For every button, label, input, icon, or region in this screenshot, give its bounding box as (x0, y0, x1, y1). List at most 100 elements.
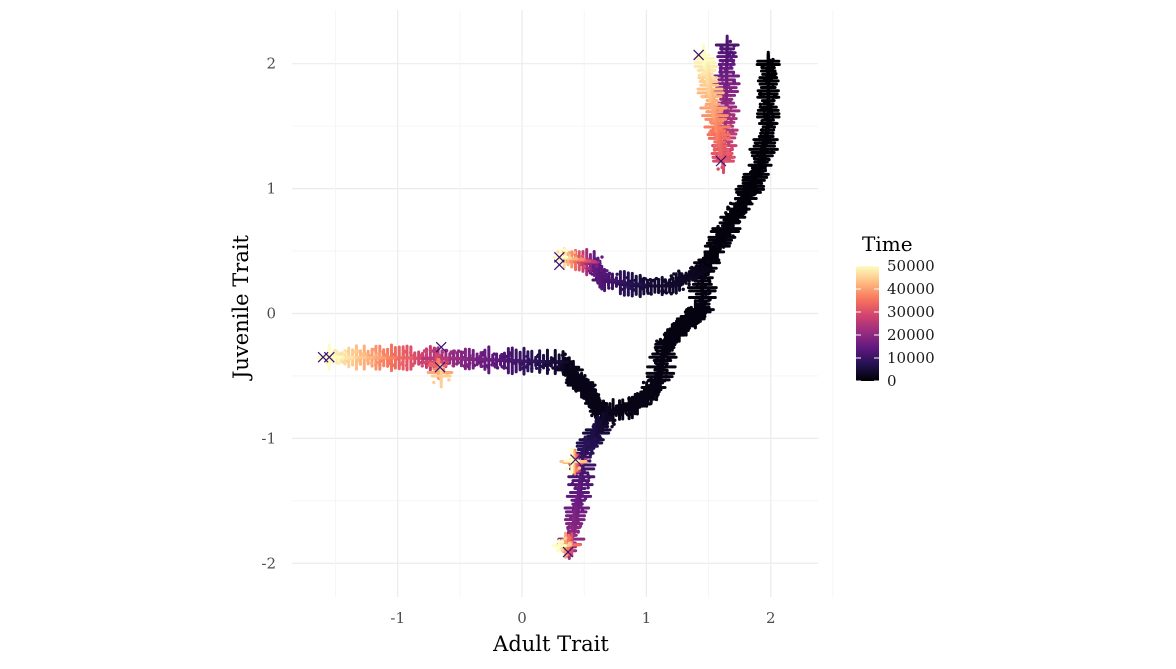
data-point (572, 250, 577, 255)
colorbar-label: 10000 (887, 349, 935, 367)
data-point (716, 237, 721, 241)
data-point (674, 331, 679, 336)
data-point (569, 365, 573, 370)
data-point (576, 529, 580, 533)
data-point (664, 374, 668, 379)
data-point (709, 62, 713, 66)
data-point (437, 353, 441, 358)
data-point (337, 361, 341, 366)
data-point (723, 83, 727, 88)
data-point (691, 316, 695, 321)
data-point (353, 350, 357, 354)
data-point (401, 353, 405, 358)
colorbar (856, 266, 879, 381)
data-point (598, 420, 603, 424)
data-point (708, 131, 712, 135)
data-point (709, 104, 713, 109)
data-point (732, 80, 737, 84)
data-point (713, 107, 718, 111)
data-point (586, 475, 590, 479)
data-point (764, 113, 768, 118)
data-point (465, 363, 470, 367)
data-point (480, 364, 484, 369)
data-point (440, 350, 445, 354)
grid (292, 10, 834, 597)
data-point (615, 272, 619, 277)
data-point (586, 442, 590, 446)
data-point (681, 325, 685, 330)
data-point (708, 279, 712, 284)
data-point (384, 353, 389, 357)
data-point (594, 415, 598, 420)
data-point (612, 422, 616, 426)
data-point (658, 379, 662, 383)
data-point (567, 554, 571, 559)
data-point (400, 360, 405, 365)
data-point (743, 195, 747, 199)
data-point (582, 469, 586, 473)
data-point (361, 352, 366, 356)
data-point (693, 311, 698, 315)
data-point (696, 279, 701, 284)
data-point (579, 498, 583, 503)
data-point (525, 363, 530, 367)
x-axis-title: Adult Trait (492, 632, 609, 656)
data-point (646, 386, 651, 390)
data-point (720, 119, 725, 123)
data-point (707, 250, 712, 255)
data-point (508, 357, 512, 361)
data-point (756, 163, 761, 167)
data-point (715, 252, 719, 257)
data-point (583, 374, 587, 378)
data-points (316, 34, 781, 561)
data-point (730, 128, 735, 132)
data-point (697, 73, 702, 78)
data-point (771, 57, 775, 62)
data-point (577, 525, 582, 530)
data-point (588, 453, 593, 457)
data-point (500, 365, 504, 369)
data-point (771, 72, 776, 77)
data-point (390, 364, 394, 368)
data-point (702, 276, 706, 281)
x-tick-label: -1 (390, 609, 405, 627)
data-point (655, 339, 659, 343)
data-point (428, 348, 432, 352)
data-point (481, 350, 486, 355)
data-point (572, 533, 577, 537)
data-point (507, 353, 512, 358)
data-point (692, 273, 697, 277)
data-point (613, 411, 617, 416)
x-tick-label: 1 (642, 609, 652, 627)
data-point (566, 357, 570, 361)
data-point (582, 264, 587, 269)
data-point (346, 349, 350, 354)
data-point (522, 363, 526, 368)
data-point (765, 150, 770, 154)
data-point (667, 357, 672, 361)
data-point (644, 389, 649, 393)
data-point (558, 544, 562, 548)
data-point (584, 385, 588, 390)
axis-ticks: -1 0 1 2 -2 -1 0 1 2 (261, 55, 775, 627)
data-point (711, 75, 716, 79)
data-point (372, 347, 376, 352)
data-point (615, 404, 620, 408)
final-markers (317, 49, 727, 558)
data-point (726, 205, 730, 209)
data-point (707, 298, 711, 302)
data-point (597, 403, 601, 407)
data-point (366, 358, 370, 363)
data-point (676, 338, 681, 342)
data-point (629, 286, 633, 291)
data-point (660, 277, 664, 282)
data-point (444, 374, 449, 378)
data-point (706, 260, 711, 264)
data-point (456, 360, 460, 365)
data-point (704, 292, 709, 296)
data-point (705, 94, 709, 98)
data-point (693, 269, 698, 273)
data-point (713, 101, 717, 106)
data-point (621, 406, 625, 411)
